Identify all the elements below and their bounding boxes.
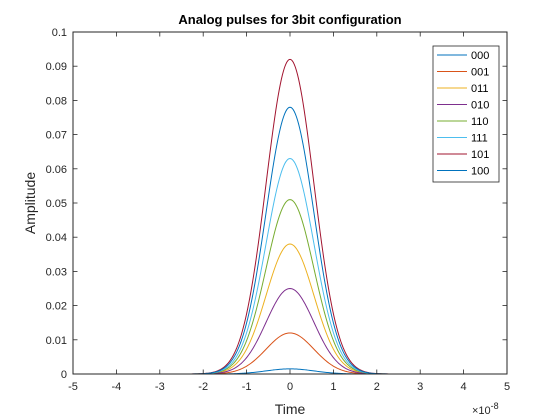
y-tick-label: 0 [61, 369, 67, 381]
y-tick-label: 0.01 [46, 335, 67, 347]
x-tick-label: 2 [374, 381, 380, 393]
x-tick-label: 5 [504, 381, 510, 393]
chart-title: Analog pulses for 3bit configuration [178, 12, 401, 27]
tick-labels: -5 -4 -3 -2 -1 0 1 2 3 4 5 0 0.01 0.02 0.03 0.04 0.05 0.0… [46, 27, 510, 393]
y-tick-label: 0.04 [46, 232, 67, 244]
x-tick-label: -2 [198, 381, 208, 393]
x-tick-label: 4 [461, 381, 467, 393]
x-tick-label: -1 [242, 381, 252, 393]
y-tick-label: 0.09 [46, 61, 67, 73]
x-tick-label: 3 [417, 381, 423, 393]
legend-label-101: 101 [471, 149, 489, 161]
legend-label-011: 011 [471, 83, 489, 95]
y-tick-label: 0.08 [46, 95, 67, 107]
legend-items: 000 001 011 010 110 111 101 100 [437, 50, 489, 178]
y-axis-label: Amplitude [22, 172, 38, 234]
y-tick-label: 0.05 [46, 198, 67, 210]
x-tick-label: -4 [112, 381, 122, 393]
x-exponent-power: -8 [491, 401, 499, 411]
y-tick-label: 0.02 [46, 301, 67, 313]
x-tick-label: -5 [68, 381, 78, 393]
legend-label-001: 001 [471, 67, 489, 79]
x-tick-label: -3 [155, 381, 165, 393]
x-axis-label: Time [275, 401, 306, 417]
legend-box [432, 45, 500, 183]
y-tick-label: 0.06 [46, 164, 67, 176]
y-tick-label: 0.1 [52, 27, 67, 39]
x-tick-label: 0 [287, 381, 293, 393]
legend-label-100: 100 [471, 166, 489, 178]
plot-frame [72, 31, 508, 375]
y-tick-label: 0.03 [46, 266, 67, 278]
legend: 000 001 011 010 110 111 101 100 [432, 45, 500, 183]
legend-label-110: 110 [471, 116, 489, 128]
legend-label-010: 010 [471, 100, 489, 112]
legend-label-000: 000 [471, 50, 489, 62]
y-tick-label: 0.07 [46, 130, 67, 142]
legend-label-111: 111 [471, 133, 488, 145]
x-tick-label: 1 [330, 381, 336, 393]
x-exponent-base: ×10 [472, 405, 491, 417]
x-exponent-label: ×10-8 [472, 401, 499, 417]
